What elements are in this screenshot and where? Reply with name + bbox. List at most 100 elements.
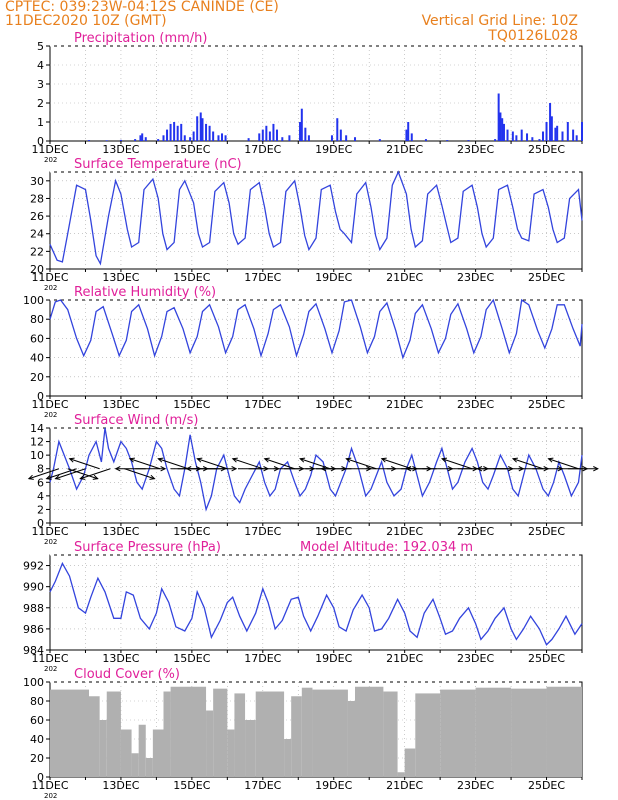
cloud-bar [440,689,476,777]
precip-bar [208,125,211,141]
x-tick-label: 11DEC [31,779,68,792]
precip-bar [300,108,303,141]
precip-bar [575,135,578,141]
x-tick-label: 11DEC [31,143,68,156]
cloud-bar [145,758,153,777]
cloud-bar [163,691,171,777]
precip-bar [499,112,502,141]
precip-bar [511,131,514,141]
wind-arrow [441,458,473,470]
cloud-bar [404,748,416,777]
precip-bar [176,125,179,141]
precip-bar [268,131,271,141]
precip-bar [531,137,534,141]
x-tick-label: 21DEC [386,779,423,792]
y-tick-label: 986 [23,623,44,636]
cloud-bar [89,696,100,777]
y-tick-label: 1 [37,116,44,129]
precip-bar [183,135,186,141]
x-tick-label: 13DEC [102,143,139,156]
cloud-bar [206,710,214,777]
x-tick-label: 15DEC [173,779,210,792]
y-tick-label: 990 [23,581,44,594]
precip-bar [157,139,160,141]
x-tick-label: 11DEC [31,271,68,284]
panel-5: 984 986 988 990 992 11DEC 13DEC 15DEC 17DEC 19DEC… [23,540,583,673]
x-tick-label: 25DEC [528,779,565,792]
cloud-bar [152,729,164,777]
precip-bar [199,112,202,141]
precip-bar [502,123,505,141]
x-tick-label: 11DEC [31,398,68,411]
header-model: TQ0126L028 [488,28,578,44]
x-tick-label: 19DEC [315,525,352,538]
precip-bar [345,135,348,141]
wind-arrow-head [231,466,238,472]
series-line [49,298,583,360]
x-tick-label: 15DEC [173,398,210,411]
wind-arrow-head [547,457,554,463]
y-tick-label: 24 [30,228,44,241]
precip-bar [520,129,523,141]
precip-bar [330,135,333,141]
cloud-bar [383,691,398,777]
precip-bar [307,135,310,141]
precip-bar [169,123,172,141]
wind-arrow [129,458,161,470]
panel-title: Surface Pressure (hPa) [74,540,221,555]
x-tick-label: 11DEC [31,652,68,665]
precip-bar [339,129,342,141]
y-tick-label: 20 [30,752,44,765]
cloud-bar [138,724,146,777]
y-tick-label: 20 [30,371,44,384]
precip-bar [526,133,529,141]
wind-arrow [197,458,228,470]
precip-bar [258,133,261,141]
x-tick-label: 19DEC [315,143,352,156]
wind-arrow-head [320,466,327,472]
wind-arrow [264,458,295,470]
precip-bar [405,129,408,141]
precip-bar [144,137,147,141]
precip-bar [272,123,275,141]
x-tick-label: 15DEC [173,525,210,538]
x-tick-label: 23DEC [457,525,494,538]
y-tick-label: 3 [37,78,44,91]
precip-bar [166,129,169,141]
precip-bar [506,129,509,141]
y-tick-label: 4 [37,490,44,503]
precip-bar [180,123,183,141]
precip-bar [141,133,144,141]
precip-bar [354,137,357,141]
wind-arrow-head [345,457,352,463]
cloud-bar [397,772,405,777]
precip-bar [581,122,583,141]
precip-bar [288,135,291,141]
y-tick-label: 2 [37,97,44,110]
y-tick-label: 0 [37,390,44,403]
wind-arrow-head [149,474,156,480]
precip-bar [205,123,208,141]
y-tick-label: 2 [37,503,44,516]
x-tick-label: 19DEC [315,652,352,665]
cloud-bar [234,693,246,777]
x-tick-label: 17DEC [244,525,281,538]
x-tick-label: 25DEC [528,652,565,665]
x-year-label: 202 [44,792,57,800]
x-tick-label: 19DEC [315,271,352,284]
cloud-bar [546,686,582,777]
wind-arrow-head [231,457,238,463]
panel-frame [49,554,583,651]
wind-arrow [80,468,111,480]
x-year-label: 202 [44,284,57,292]
panel-1: 0 1 2 3 4 5 11DEC 13DEC 15DEC 17DEC 19DEC 21DEC 23DE… [31,31,583,164]
y-tick-label: 26 [30,210,44,223]
panel-2: 20 22 24 26 28 30 11DEC 13DEC 15DEC 17DEC 19DEC 21D… [30,157,583,292]
wind-arrow [55,468,86,480]
x-tick-label: 13DEC [102,652,139,665]
wind-arrow [46,468,77,480]
x-tick-label: 23DEC [457,652,494,665]
precip-bar [88,140,91,141]
x-tick-label: 21DEC [386,271,423,284]
